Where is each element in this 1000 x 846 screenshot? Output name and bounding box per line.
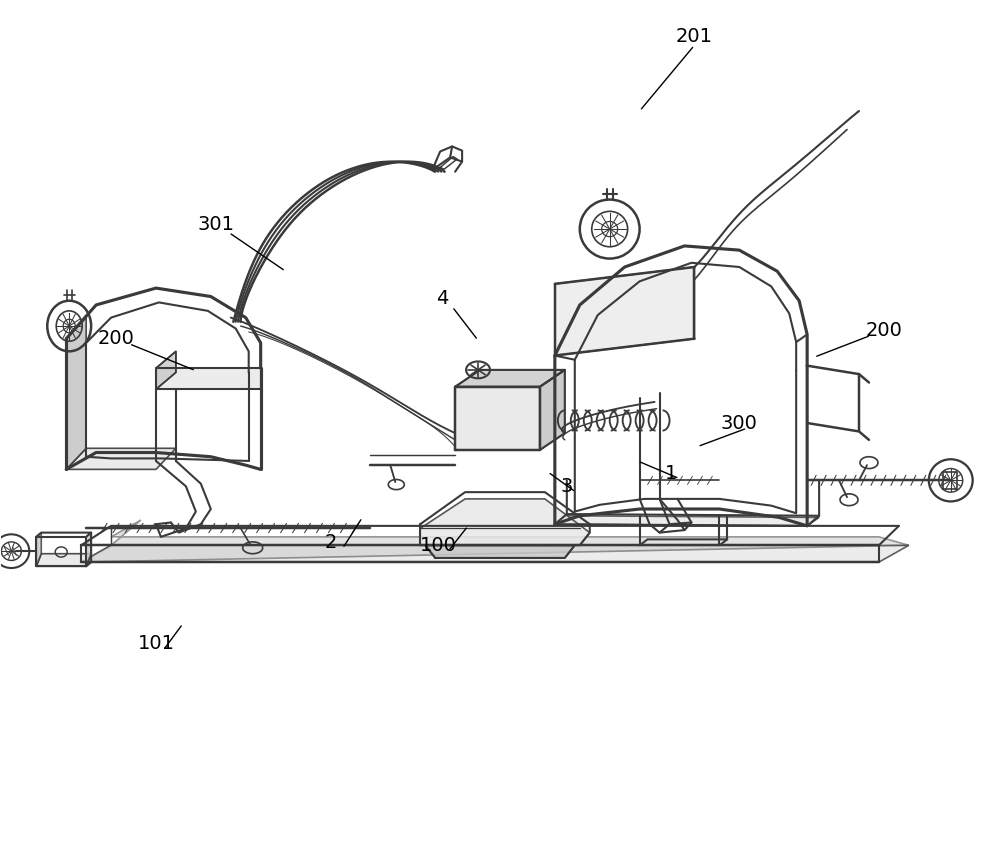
Polygon shape	[36, 533, 41, 566]
Text: 301: 301	[197, 216, 234, 234]
Polygon shape	[156, 351, 176, 389]
Text: 200: 200	[98, 329, 135, 349]
Polygon shape	[81, 520, 909, 562]
Polygon shape	[86, 533, 91, 566]
Text: 2: 2	[324, 533, 337, 552]
Polygon shape	[455, 370, 565, 387]
Polygon shape	[81, 546, 909, 562]
Text: 1: 1	[665, 464, 678, 483]
Polygon shape	[555, 516, 819, 526]
Polygon shape	[425, 546, 575, 558]
Text: 3: 3	[561, 477, 573, 496]
Text: 300: 300	[721, 414, 758, 432]
Polygon shape	[66, 448, 176, 470]
Text: 201: 201	[676, 27, 713, 47]
Text: 4: 4	[436, 288, 448, 308]
Text: 101: 101	[137, 634, 174, 653]
Polygon shape	[420, 499, 590, 546]
Polygon shape	[66, 317, 86, 470]
Polygon shape	[156, 368, 261, 389]
Polygon shape	[555, 267, 694, 355]
Text: 200: 200	[865, 321, 902, 340]
Text: 100: 100	[420, 536, 457, 555]
Polygon shape	[455, 387, 540, 450]
Polygon shape	[540, 370, 565, 450]
Polygon shape	[36, 553, 91, 566]
